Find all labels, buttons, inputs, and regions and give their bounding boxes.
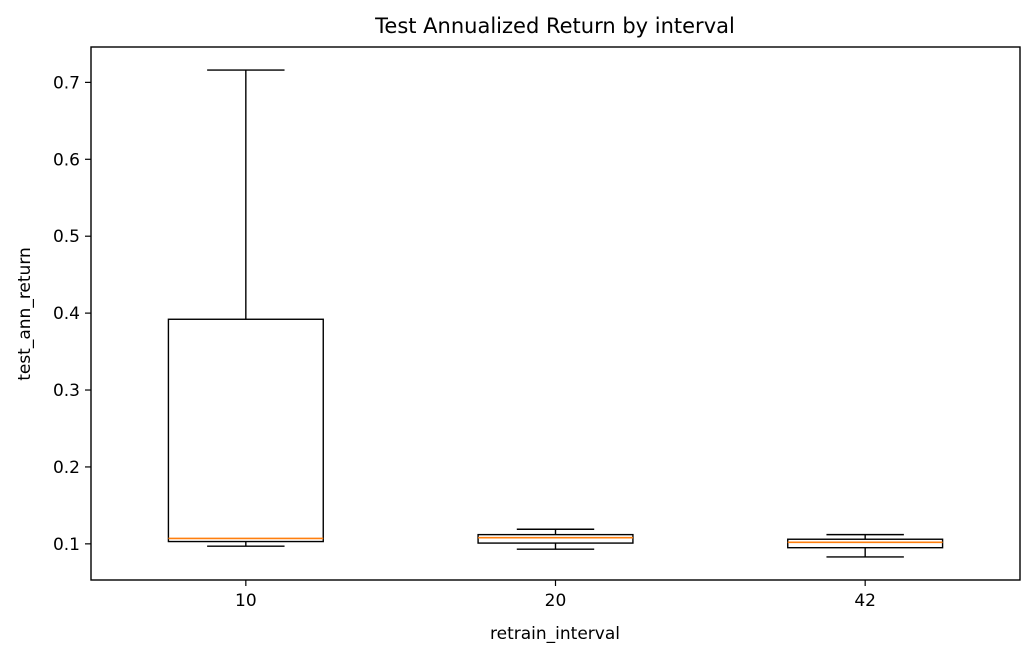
y-tick-label: 0.1 (53, 535, 80, 555)
y-tick-label: 0.3 (53, 381, 80, 401)
x-tick-label: 10 (235, 591, 257, 611)
y-tick-label: 0.2 (53, 458, 80, 478)
plot-area: 0.1 0.2 0.3 0.4 0.5 0.6 0.7 10 20 42 (53, 69, 944, 611)
chart-title: Test Annualized Return by interval (374, 14, 735, 38)
box-iqr (167, 318, 324, 543)
box-iqr (477, 533, 634, 544)
box-iqr (787, 538, 944, 549)
y-tick-label: 0.4 (53, 304, 80, 324)
x-tick-label: 20 (545, 591, 567, 611)
y-tick-label: 0.6 (53, 150, 80, 170)
plot-frame (90, 46, 1021, 581)
y-tick-label: 0.7 (53, 73, 80, 93)
y-tick-label: 0.5 (53, 227, 80, 247)
y-axis-label: test_ann_return (15, 247, 35, 381)
x-tick-label: 42 (854, 591, 876, 611)
x-axis-label: retrain_interval (490, 624, 620, 644)
